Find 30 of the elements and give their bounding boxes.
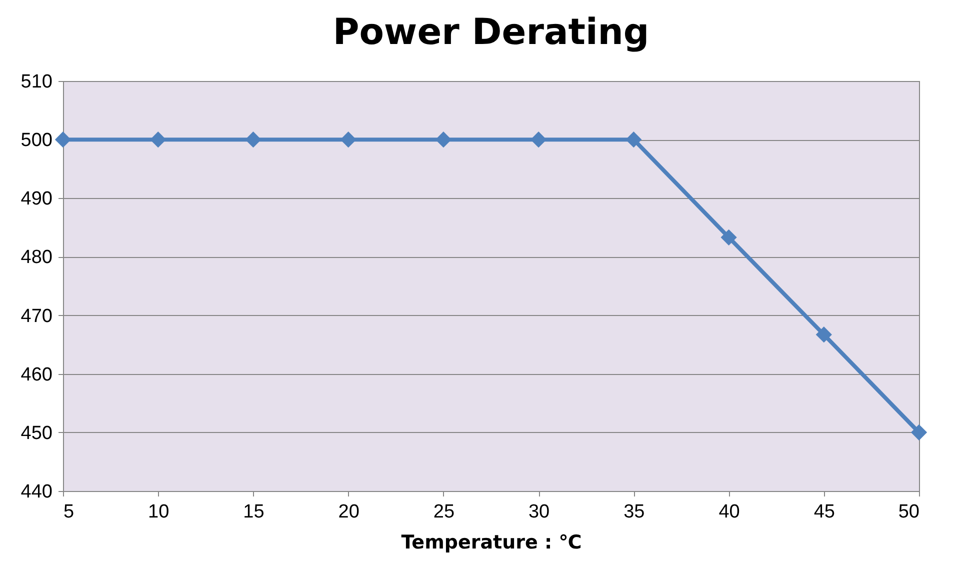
x-tick-label: 30 (528, 502, 550, 522)
y-tick-label: 510 (20, 72, 52, 92)
y-tick-label: 470 (20, 306, 52, 327)
x-tick-label: 35 (624, 502, 645, 522)
x-tick-label: 5 (64, 502, 74, 522)
x-tick-label: 15 (243, 502, 264, 522)
y-tick-label: 460 (20, 364, 52, 386)
y-tick-label: 440 (20, 482, 52, 502)
point (530, 132, 547, 148)
point (435, 132, 452, 148)
point (340, 132, 356, 148)
x-axis-title: Temperature : ℃ (401, 532, 582, 554)
point (245, 132, 262, 148)
point (626, 132, 642, 148)
x-tick-label: 25 (433, 502, 455, 522)
x-tick-label: 40 (718, 502, 740, 522)
y-tick-label: 500 (20, 130, 52, 152)
y-tick-label: 490 (20, 188, 52, 210)
x-tick-label: 50 (898, 502, 920, 522)
x-tick-label: 10 (148, 502, 170, 522)
point (720, 229, 737, 246)
chart-title: Power Derating (332, 12, 650, 53)
y-tick-label: 450 (20, 422, 52, 444)
point (910, 424, 928, 440)
y-tick-label: 480 (20, 247, 52, 268)
point (150, 132, 166, 148)
point (816, 326, 832, 343)
point (54, 132, 72, 148)
x-tick-label: 45 (814, 502, 835, 522)
x-tick-label: 20 (338, 502, 360, 522)
